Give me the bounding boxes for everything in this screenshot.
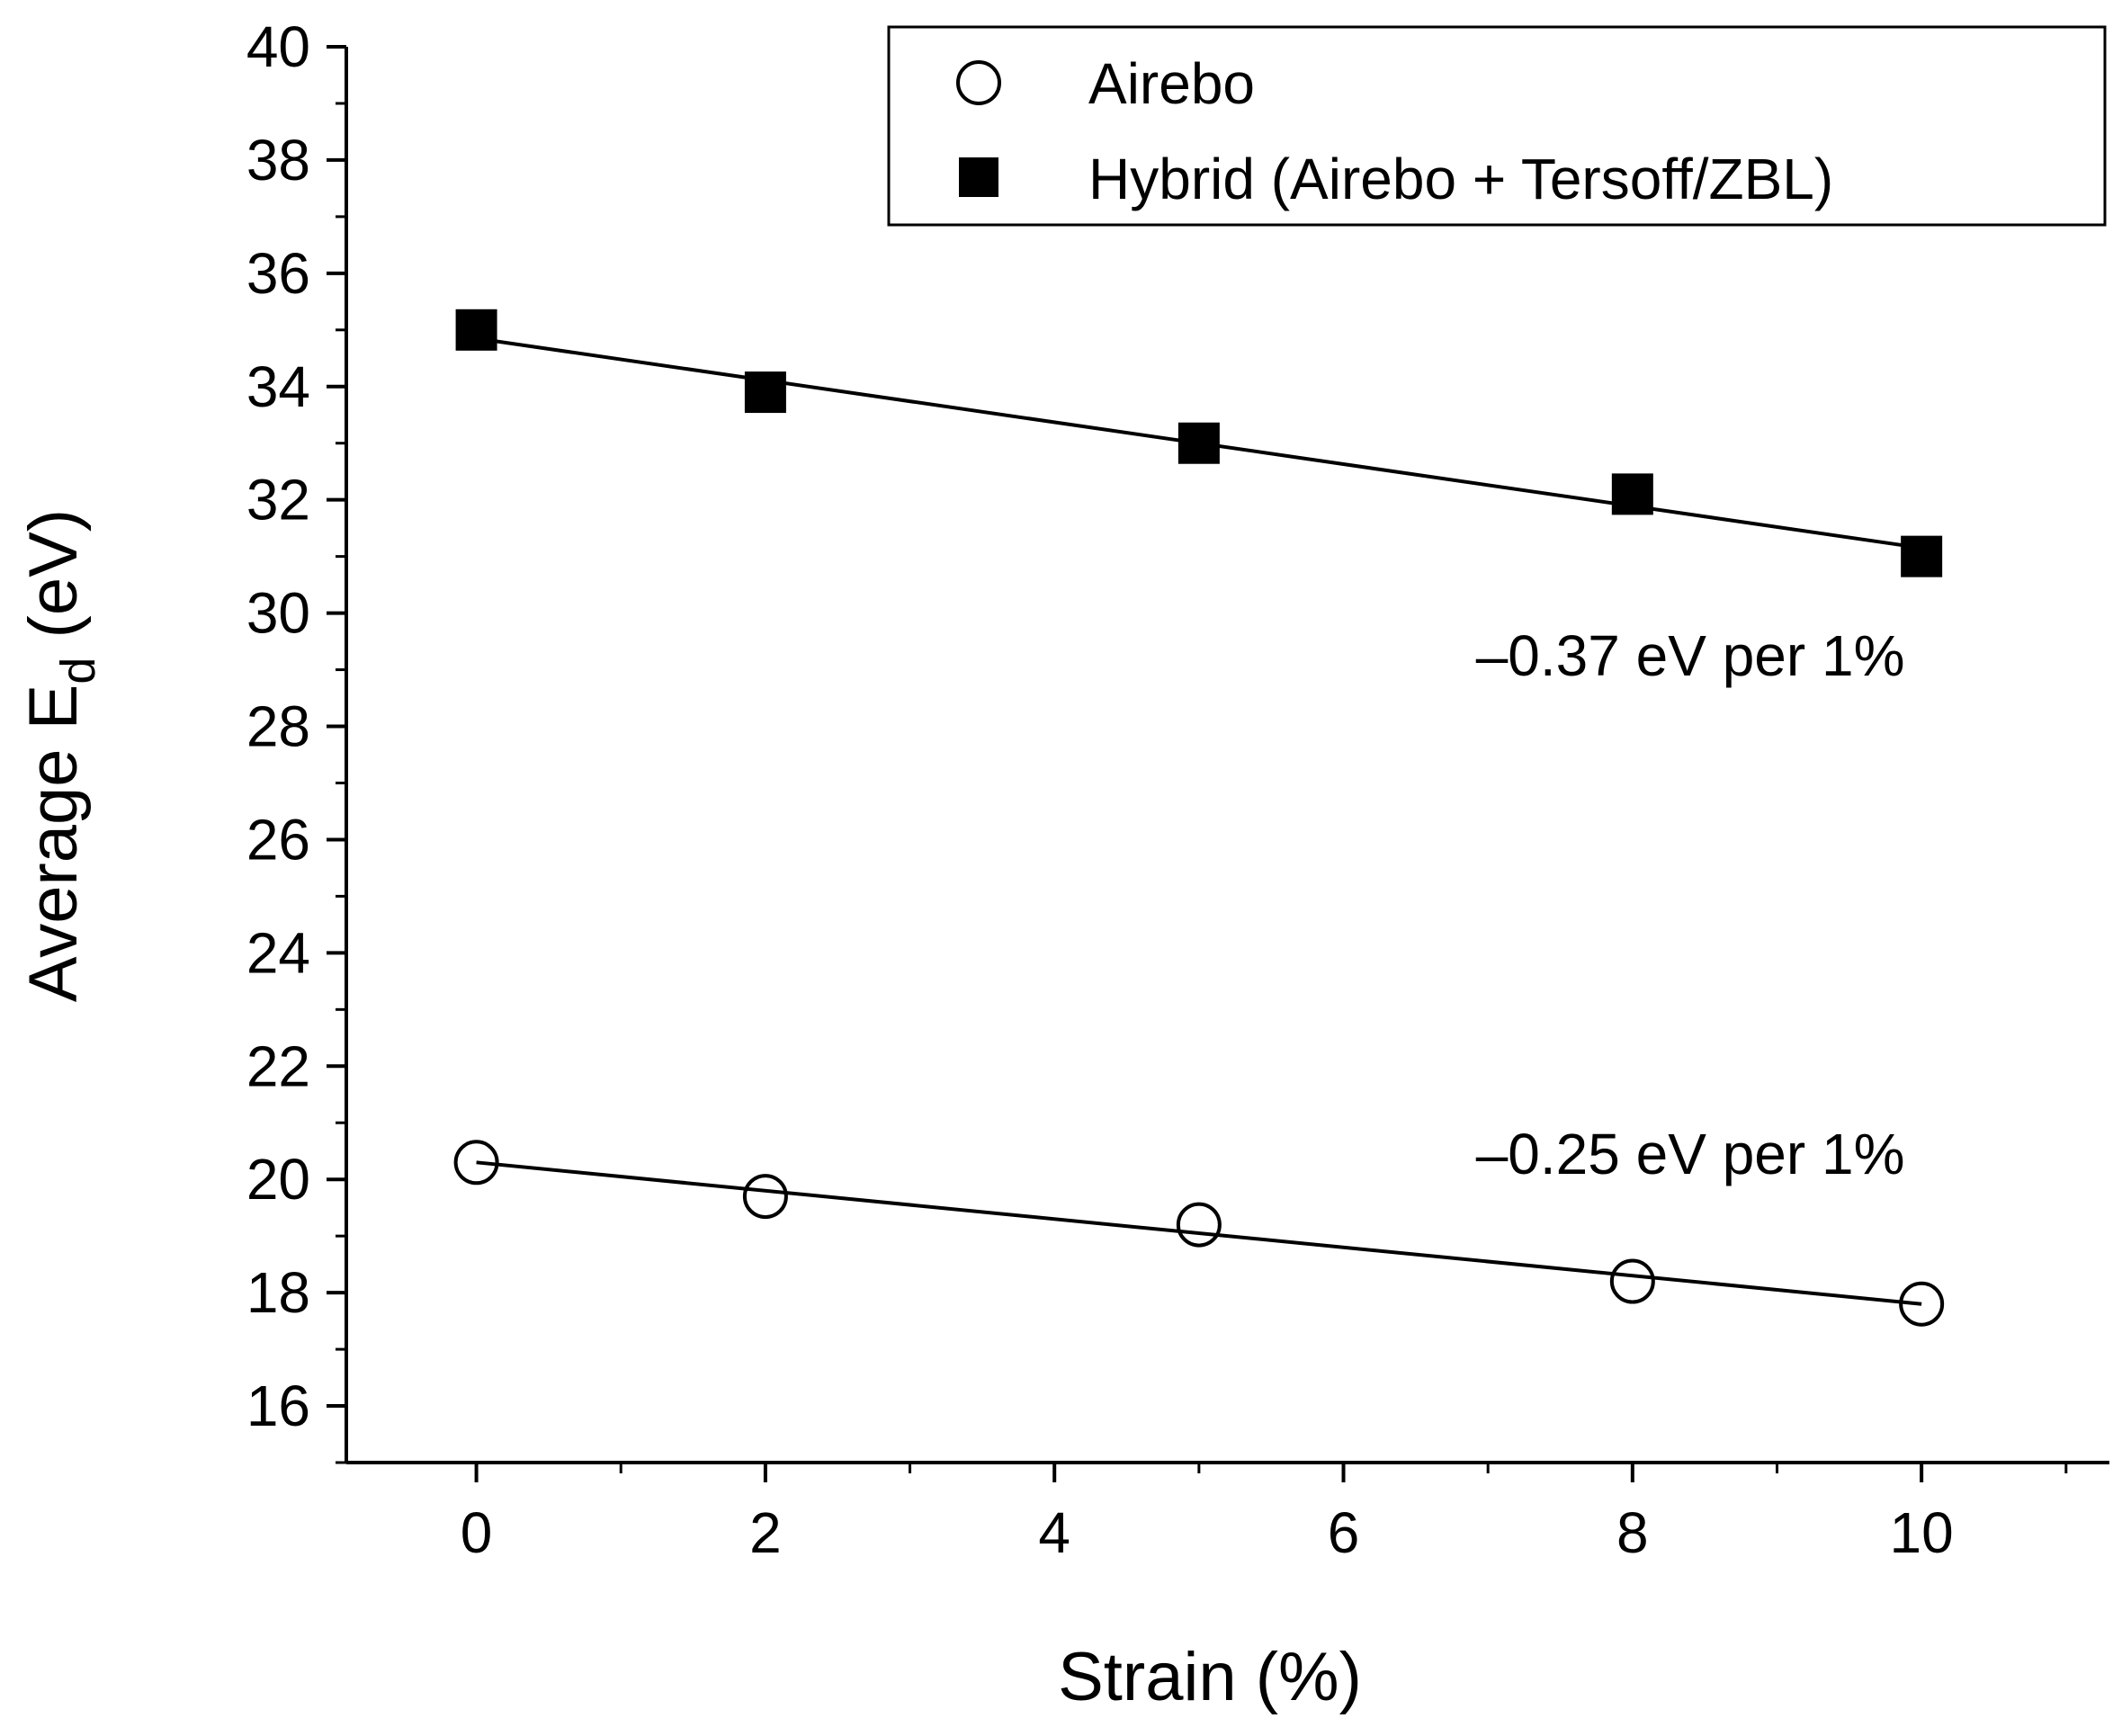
point-airebo	[453, 1140, 499, 1186]
x-tick-label: 6	[1328, 1500, 1360, 1565]
plot-frame	[345, 47, 2109, 1464]
x-axis-ticks: 0 2 4 6 8 10	[461, 1463, 2068, 1565]
y-axis-title-unit: (eV)	[15, 509, 92, 658]
y-tick-label: 38	[246, 128, 310, 192]
y-tick-label: 28	[246, 694, 310, 759]
y-axis-title: Average Ed (eV)	[15, 509, 105, 1002]
legend-box	[887, 25, 2107, 227]
point-airebo	[1899, 1281, 1945, 1327]
annotation-hybrid-slope: –0.37 eV per 1%	[1476, 623, 1905, 688]
annotation-airebo-slope: –0.25 eV per 1%	[1476, 1122, 1905, 1186]
y-tick-label: 22	[246, 1034, 310, 1098]
fit-line-airebo	[476, 1160, 1922, 1306]
point-hybrid	[744, 371, 786, 414]
legend-label-airebo: Airebo	[1088, 51, 1255, 116]
y-tick-label: 20	[246, 1147, 310, 1212]
y-tick-label: 40	[246, 14, 310, 79]
y-tick-label: 16	[246, 1374, 310, 1438]
point-hybrid	[1901, 535, 1943, 577]
y-tick-label: 24	[246, 920, 310, 985]
y-tick-label: 34	[246, 354, 310, 419]
point-hybrid	[1177, 422, 1220, 464]
y-tick-label: 26	[246, 807, 310, 872]
point-airebo	[1609, 1258, 1655, 1304]
x-tick-label: 2	[749, 1500, 782, 1565]
y-tick-label: 36	[246, 241, 310, 306]
y-tick-label: 30	[246, 581, 310, 646]
y-tick-label: 18	[246, 1260, 310, 1325]
y-tick-label: 32	[246, 468, 310, 532]
legend: Airebo Hybrid (Airebo + Tersoff/ZBL)	[887, 25, 2107, 227]
data-markers	[453, 309, 1945, 1327]
point-airebo	[1176, 1202, 1222, 1248]
legend-marker-hybrid	[959, 157, 998, 197]
point-hybrid	[1611, 473, 1653, 515]
x-tick-label: 8	[1616, 1500, 1649, 1565]
y-axis-title-main: Average E	[15, 685, 92, 1003]
x-tick-label: 0	[461, 1500, 493, 1565]
point-airebo	[742, 1174, 788, 1220]
x-tick-label: 4	[1038, 1500, 1070, 1565]
legend-marker-airebo	[956, 60, 1001, 105]
y-axis-ticks: 16 18 20 22 24 26 28 30 32 34 36 38 40	[246, 14, 346, 1464]
legend-label-hybrid: Hybrid (Airebo + Tersoff/ZBL)	[1088, 147, 1833, 211]
y-axis-title-subscript: d	[51, 658, 105, 685]
point-hybrid	[455, 309, 497, 351]
x-axis-title: Strain (%)	[1058, 1639, 1362, 1715]
x-tick-label: 10	[1890, 1500, 1954, 1565]
